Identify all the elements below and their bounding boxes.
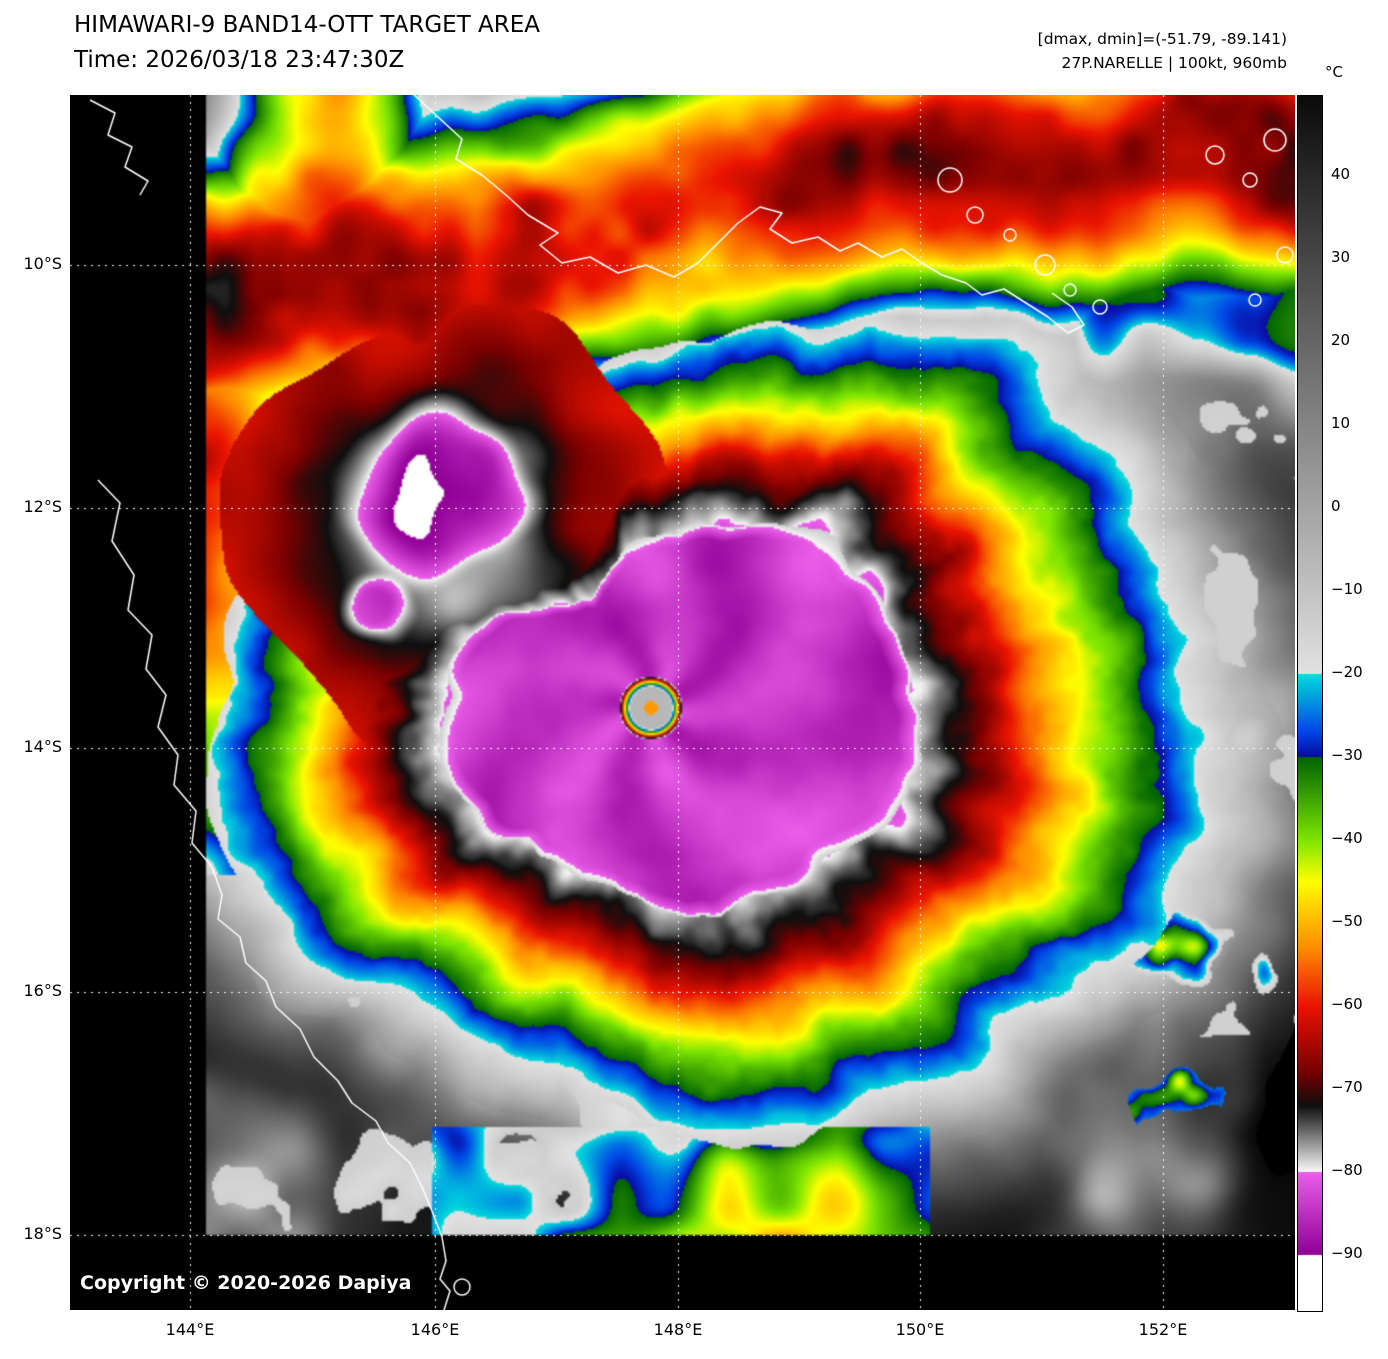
lat-tick-label: 18°S xyxy=(23,1224,62,1243)
dmax-dmin-readout: [dmax, dmin]=(-51.79, -89.141) xyxy=(1037,30,1287,48)
lon-tick-label: 148°E xyxy=(653,1320,703,1339)
colorbar-tick-label: −80 xyxy=(1331,1160,1363,1179)
colorbar-tick-label: −40 xyxy=(1331,828,1363,847)
colorbar-unit-label: °C xyxy=(1325,63,1343,81)
lat-tick-label: 14°S xyxy=(23,737,62,756)
copyright-text: Copyright © 2020-2026 Dapiya xyxy=(80,1272,412,1294)
colorbar-tick-label: −50 xyxy=(1331,911,1363,930)
colorbar-tick-label: −20 xyxy=(1331,662,1363,681)
colorbar-tick-label: −10 xyxy=(1331,579,1363,598)
colorbar-tick-label: 10 xyxy=(1331,413,1351,432)
colorbar-tick-label: −90 xyxy=(1331,1243,1363,1262)
lon-tick-label: 146°E xyxy=(410,1320,460,1339)
lat-tick-label: 16°S xyxy=(23,981,62,1000)
colorbar-tick-label: 0 xyxy=(1331,496,1341,515)
lon-tick-label: 152°E xyxy=(1138,1320,1188,1339)
storm-info-label: 27P.NARELLE | 100kt, 960mb xyxy=(1061,54,1288,72)
lon-tick-label: 150°E xyxy=(895,1320,945,1339)
timestamp-label: Time: 2026/03/18 23:47:30Z xyxy=(74,47,405,73)
colorbar-tick-label: 20 xyxy=(1331,330,1351,349)
lat-tick-label: 12°S xyxy=(23,497,62,516)
page-title: HIMAWARI-9 BAND14-OTT TARGET AREA xyxy=(74,12,541,38)
colorbar-tick-label: −70 xyxy=(1331,1077,1363,1096)
colorbar-tick-label: −30 xyxy=(1331,745,1363,764)
colorbar-tick-label: 40 xyxy=(1331,164,1351,183)
colorbar xyxy=(1297,95,1323,1312)
satellite-imagery-canvas xyxy=(70,95,1295,1310)
colorbar-tick-label: 30 xyxy=(1331,247,1351,266)
map-plot-area: Copyright © 2020-2026 Dapiya xyxy=(70,95,1295,1310)
lat-tick-label: 10°S xyxy=(23,254,62,273)
lon-tick-label: 144°E xyxy=(165,1320,215,1339)
colorbar-tick-label: −60 xyxy=(1331,994,1363,1013)
